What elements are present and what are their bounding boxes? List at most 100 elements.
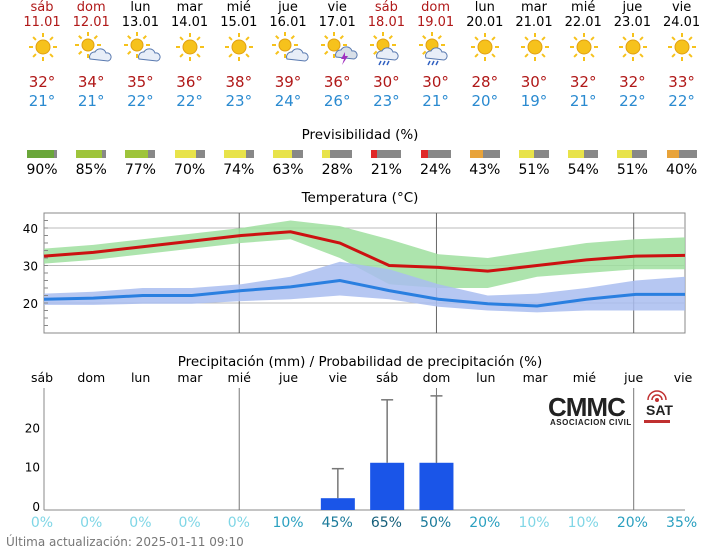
predictability-title: Previsibilidad (%): [301, 127, 419, 143]
sun-icon: [28, 33, 57, 61]
sun-icon: [668, 33, 697, 61]
sun-cloud-icon: [271, 32, 309, 62]
day-name: mié: [226, 0, 251, 15]
x-category-label: sáb: [31, 370, 53, 385]
temp-max: 32°: [569, 73, 597, 91]
predictability-item: 70%: [165, 150, 214, 178]
y-tick-label: 0: [32, 500, 40, 514]
sun-icon: [520, 33, 549, 61]
temp-max-line: [43, 230, 686, 273]
predictability-value: 43%: [469, 162, 501, 178]
predictability-item: 40%: [657, 150, 706, 178]
day-date: 12.01: [72, 15, 110, 30]
day-name: mié: [571, 0, 596, 15]
x-category-label: dom: [423, 370, 451, 385]
predictability-item: 77%: [116, 150, 165, 178]
x-category-label: vie: [674, 370, 693, 385]
predictability-value: 74%: [223, 162, 255, 178]
day-column: lun 20.01 28° 20°: [460, 0, 509, 110]
day-name: jue: [278, 0, 298, 15]
predictability-value: 21%: [370, 162, 402, 178]
precipitation-probability: 0%: [30, 515, 54, 531]
predictability-value: 40%: [666, 162, 698, 178]
precipitation-probability: 0%: [178, 515, 201, 531]
day-name: vie: [671, 0, 692, 15]
temp-min: 19°: [520, 92, 548, 110]
y-tick-label: 20: [25, 421, 40, 435]
precipitation-probability: 50%: [420, 515, 452, 531]
day-date: 20.01: [466, 15, 504, 30]
sun-icon: [225, 33, 254, 61]
day-name: dom: [76, 0, 106, 15]
temp-min: 22°: [127, 92, 154, 110]
logo-main: CMMC: [548, 392, 626, 422]
temp-max: 33°: [668, 73, 695, 91]
predictability-bar: [223, 150, 254, 158]
sun-icon: [471, 33, 500, 61]
day-date: 23.01: [613, 15, 651, 30]
day-column: sáb 18.01 30° 23°: [362, 0, 411, 110]
x-category-label: vie: [329, 370, 348, 385]
temp-max: 39°: [274, 73, 302, 91]
precipitation-title: Precipitación (mm) / Probabilidad de pre…: [177, 354, 543, 370]
predictability-bar: [617, 150, 648, 158]
temp-min: 21°: [422, 92, 449, 110]
day-date: 16.01: [269, 15, 307, 30]
precipitation-probability: 0%: [80, 515, 103, 531]
x-category-label: mar: [523, 370, 549, 385]
predictability-bar: [322, 150, 353, 158]
day-date: 14.01: [170, 15, 209, 30]
x-category-label: mié: [228, 370, 252, 385]
x-category-label: mar: [177, 370, 203, 385]
precipitation-probability: 20%: [616, 515, 648, 531]
predictability-bar: [27, 150, 57, 158]
temp-min: 24°: [274, 92, 302, 110]
precipitation-probability: 10%: [567, 515, 599, 531]
precipitation-probability: 45%: [321, 515, 353, 531]
precipitation-probability: 65%: [370, 515, 402, 531]
day-column: mar 14.01 36° 22°: [165, 0, 214, 110]
day-column: sáb 11.01 32° 21°: [18, 0, 67, 110]
sun-rain-icon: [369, 32, 399, 66]
day-name: lun: [130, 0, 151, 15]
predictability-item: 21%: [362, 150, 411, 178]
day-name: sáb: [374, 0, 398, 15]
sun-icon: [618, 33, 647, 61]
precipitation-bar: [419, 462, 454, 510]
predictability-bar: [273, 150, 303, 158]
predictability-item: 54%: [559, 150, 608, 178]
temp-min: 20°: [471, 92, 499, 110]
day-name: vie: [327, 0, 347, 15]
temp-max: 32°: [619, 73, 646, 91]
temp-max: 36°: [176, 73, 203, 91]
sun-icon: [569, 33, 598, 61]
thunderstorm-icon: [320, 32, 358, 65]
precipitation-bar: [320, 498, 355, 510]
predictability-item: 24%: [411, 150, 460, 178]
predictability-value: 28%: [321, 162, 353, 178]
precipitation-probability: 10%: [272, 515, 304, 531]
predictability-item: 90%: [18, 150, 67, 178]
predictability-bar: [371, 150, 402, 158]
y-tick-label: 10: [25, 461, 40, 475]
temp-min: 23°: [373, 92, 400, 110]
predictability-bar: [174, 150, 205, 158]
temp-max: 35°: [127, 73, 154, 91]
day-column: dom 12.01 34° 21°: [67, 0, 116, 110]
day-name: dom: [421, 0, 451, 15]
temperature-title: Temperatura (°C): [301, 190, 419, 206]
x-category-label: dom: [77, 370, 105, 385]
day-name: mar: [521, 0, 547, 15]
precipitation-bar: [370, 462, 405, 510]
predictability-value: 85%: [75, 162, 107, 178]
day-column: vie 17.01 36° 26°: [313, 0, 362, 110]
predictability-item: 28%: [313, 150, 362, 178]
temp-max: 28°: [471, 73, 499, 91]
temp-max: 30°: [422, 73, 449, 91]
day-column: jue 16.01 39° 24°: [264, 0, 313, 110]
logo-sub: SAT: [646, 402, 673, 418]
predictability-value: 70%: [174, 162, 206, 178]
day-date: 18.01: [367, 15, 405, 30]
cmmc-logo: CMMC SAT ASOCIACION CIVIL: [546, 390, 674, 432]
x-category-label: jue: [278, 370, 298, 385]
